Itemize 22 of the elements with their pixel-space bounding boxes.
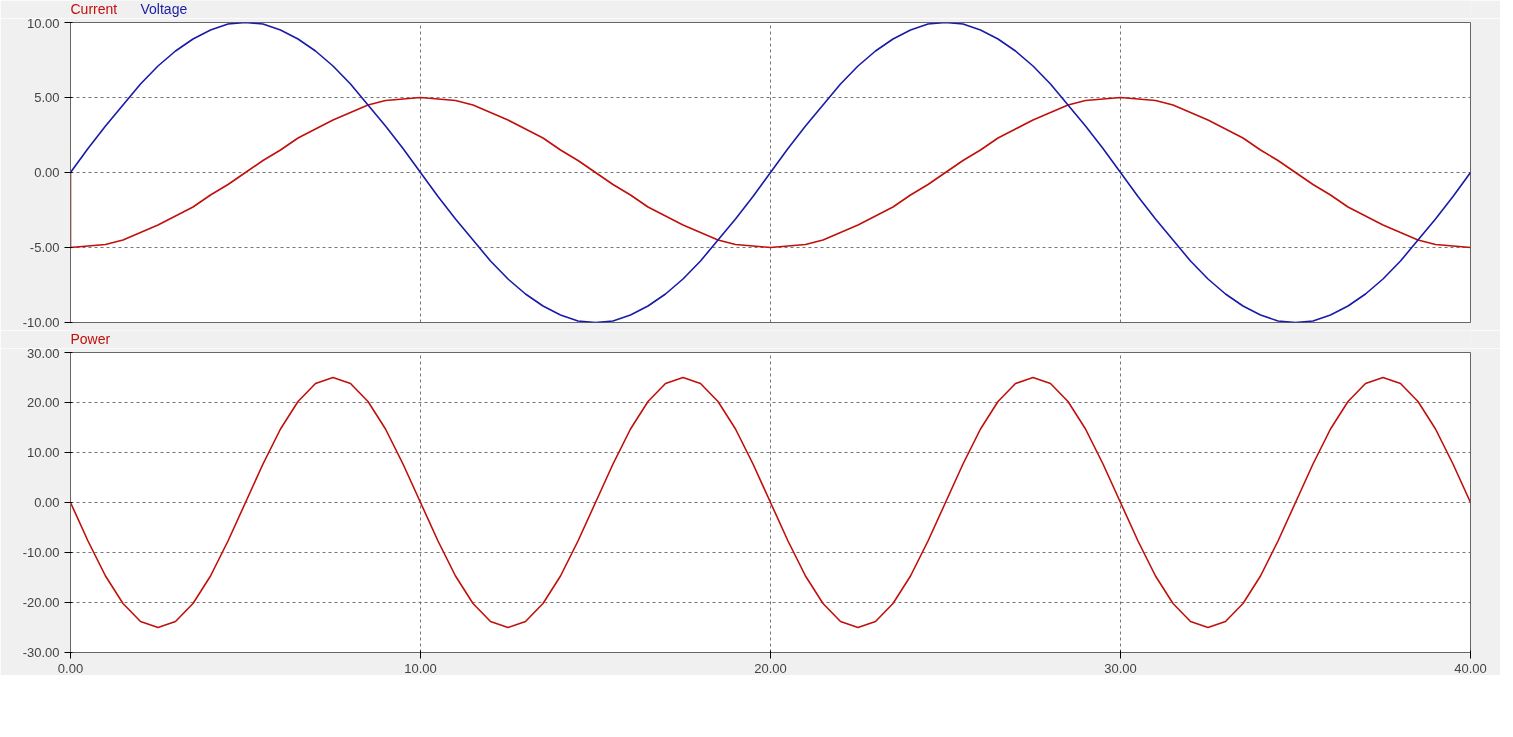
x-tick-label: 40.00 bbox=[1454, 660, 1487, 676]
x-tick-label: 0.00 bbox=[57, 660, 84, 676]
y-tick-label: -30.00 bbox=[22, 645, 60, 660]
y-tick-label: -5.00 bbox=[29, 240, 60, 255]
y-tick-label: 10.00 bbox=[26, 445, 60, 460]
y-tick-label: 5.00 bbox=[34, 90, 60, 105]
y-tick-label: -10.00 bbox=[22, 315, 60, 330]
x-tick-label: 10.00 bbox=[404, 660, 437, 676]
line-series bbox=[70, 376, 1471, 629]
y-tick-label: 0.00 bbox=[34, 165, 60, 180]
y-tick-label: 0.00 bbox=[34, 495, 60, 510]
y-tick-label: 20.00 bbox=[26, 395, 60, 410]
y-tick-label: -10.00 bbox=[22, 545, 60, 560]
y-tick-label: 30.00 bbox=[26, 345, 60, 361]
y-tick-label: -20.00 bbox=[22, 595, 60, 610]
x-tick-label: 30.00 bbox=[1104, 660, 1137, 676]
line-series bbox=[70, 22, 1471, 323]
text: Current bbox=[70, 0, 118, 17]
y-tick-label: 10.00 bbox=[26, 15, 60, 31]
text: Power bbox=[70, 330, 111, 347]
x-tick-label: 20.00 bbox=[754, 660, 787, 676]
series-label: Voltage bbox=[140, 0, 188, 17]
